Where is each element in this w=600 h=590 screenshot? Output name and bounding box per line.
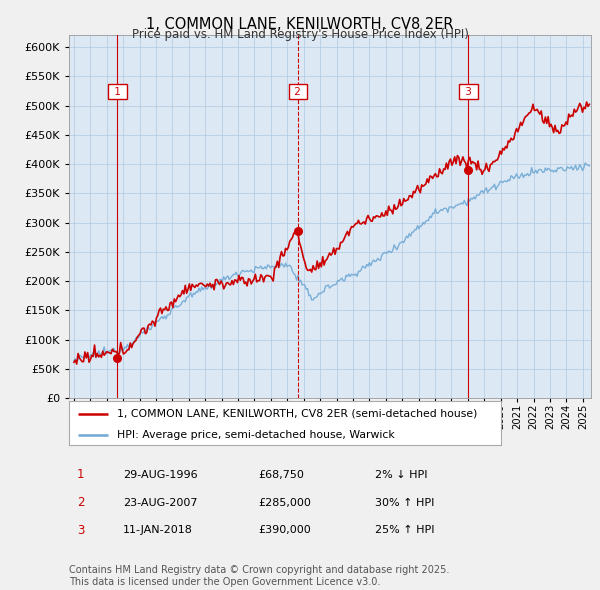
Text: 29-AUG-1996: 29-AUG-1996: [123, 470, 197, 480]
Text: £68,750: £68,750: [258, 470, 304, 480]
Text: 3: 3: [77, 524, 84, 537]
Text: 1: 1: [77, 468, 84, 481]
Text: 25% ↑ HPI: 25% ↑ HPI: [375, 526, 434, 535]
Text: 1: 1: [111, 87, 124, 97]
Text: 30% ↑ HPI: 30% ↑ HPI: [375, 498, 434, 507]
Text: 2% ↓ HPI: 2% ↓ HPI: [375, 470, 427, 480]
Text: 1, COMMON LANE, KENILWORTH, CV8 2ER (semi-detached house): 1, COMMON LANE, KENILWORTH, CV8 2ER (sem…: [116, 409, 477, 418]
Text: 2: 2: [77, 496, 84, 509]
Text: Contains HM Land Registry data © Crown copyright and database right 2025.
This d: Contains HM Land Registry data © Crown c…: [69, 565, 449, 587]
Text: 2: 2: [291, 87, 304, 97]
Text: Price paid vs. HM Land Registry's House Price Index (HPI): Price paid vs. HM Land Registry's House …: [131, 28, 469, 41]
Text: £285,000: £285,000: [258, 498, 311, 507]
Text: £390,000: £390,000: [258, 526, 311, 535]
Text: 1, COMMON LANE, KENILWORTH, CV8 2ER: 1, COMMON LANE, KENILWORTH, CV8 2ER: [146, 17, 454, 31]
Text: 23-AUG-2007: 23-AUG-2007: [123, 498, 197, 507]
Text: 3: 3: [462, 87, 475, 97]
Text: 11-JAN-2018: 11-JAN-2018: [123, 526, 193, 535]
Text: HPI: Average price, semi-detached house, Warwick: HPI: Average price, semi-detached house,…: [116, 430, 394, 440]
